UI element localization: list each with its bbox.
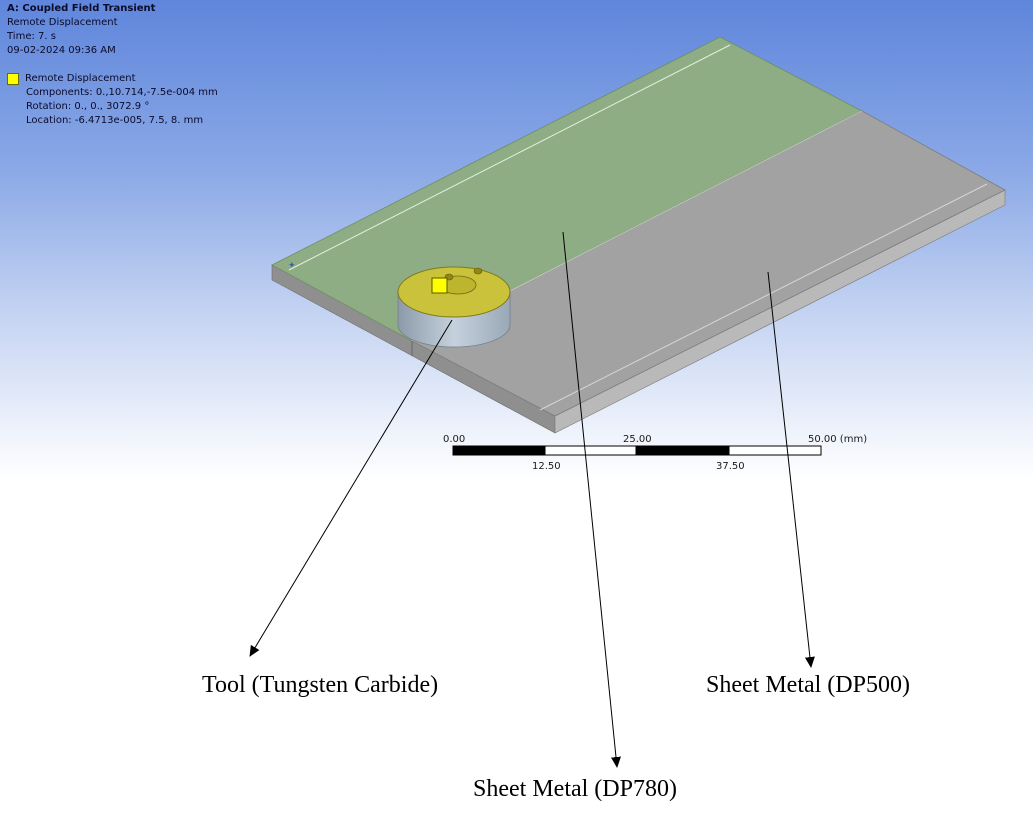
caption-dp780: Sheet Metal (DP780) (473, 776, 677, 802)
scale-label-bottom: 37.50 (716, 461, 745, 472)
legend-swatch-icon (7, 73, 19, 85)
legend-location: Location: -6.4713e-005, 7.5, 8. mm (26, 115, 204, 126)
remote-displacement-marker-icon (431, 277, 448, 294)
legend-label: Remote Displacement (25, 73, 136, 84)
time-label: Time: 7. s (7, 31, 56, 42)
dp500-pointer-arrow (767, 271, 815, 668)
plate-edge-line (288, 44, 731, 271)
scale-label-top: 25.00 (623, 434, 652, 445)
coordinate-marker-icon: ✦ (288, 261, 296, 271)
scale-label-top: 0.00 (443, 434, 465, 445)
scale-bar: 0.00 25.00 50.00 (mm) 12.50 37.50 (443, 434, 867, 472)
plate-edge-line (539, 183, 988, 411)
caption-tool: Tool (Tungsten Carbide) (202, 672, 439, 698)
tool-pointer-arrow (249, 319, 453, 657)
dp780-pointer-arrow (562, 231, 621, 768)
scale-label-top: 50.00 (mm) (808, 434, 867, 445)
caption-dp500: Sheet Metal (DP500) (706, 672, 910, 698)
analysis-title: A: Coupled Field Transient (7, 3, 156, 14)
legend-rotation: Rotation: 0., 0., 3072.9 ° (26, 101, 150, 112)
legend-components: Components: 0.,10.714,-7.5e-004 mm (26, 87, 218, 98)
legend: Remote Displacement Components: 0.,10.71… (7, 72, 218, 128)
scale-label-bottom: 12.50 (532, 461, 561, 472)
date-label: 09-02-2024 09:36 AM (7, 45, 116, 56)
tool-pin-hole (473, 267, 483, 275)
result-type: Remote Displacement (7, 17, 118, 28)
analysis-info: A: Coupled Field Transient Remote Displa… (7, 2, 155, 58)
